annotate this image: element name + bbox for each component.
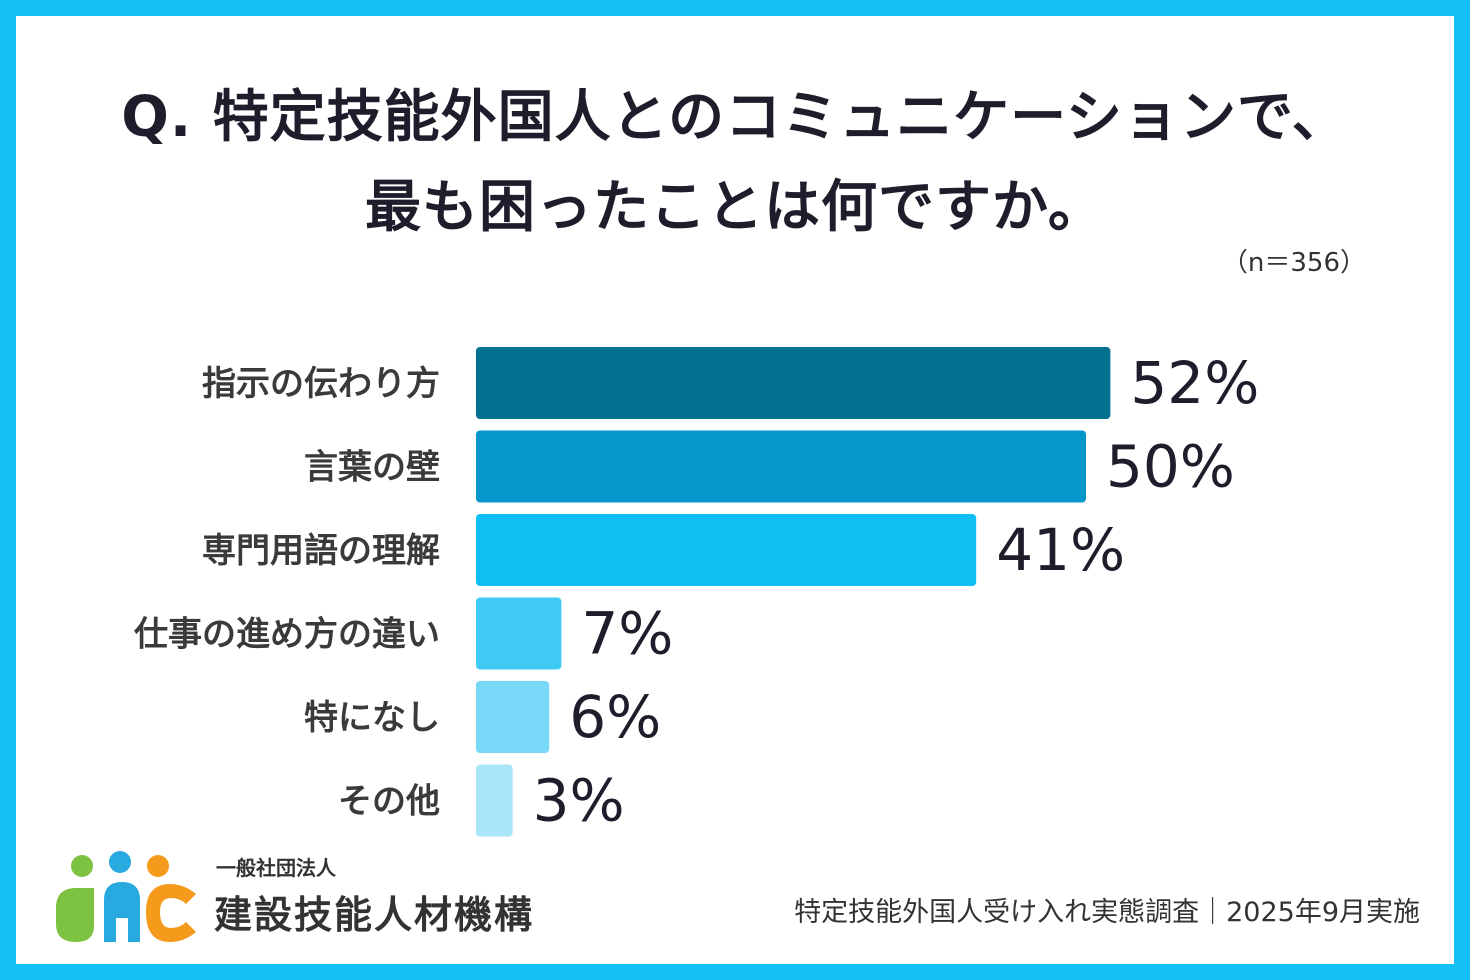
sample-size-note: （n＝356） — [1221, 248, 1366, 278]
value-label-3: 41% — [996, 516, 1125, 584]
value-label-4: 7% — [581, 600, 673, 668]
category-label-2: 言葉の壁 — [304, 448, 440, 488]
category-label-5: 特になし — [304, 698, 440, 738]
value-label-5: 6% — [569, 683, 661, 751]
organization-logo: 一般社団法人 建設技能人材機構 — [46, 848, 546, 948]
chart-title-line-1: Q. 特定技能外国人とのコミュニケーションで、 — [121, 85, 1349, 150]
bar-1 — [476, 347, 1111, 419]
category-label-3: 専門用語の理解 — [202, 531, 440, 571]
logo-org-name: 建設技能人材機構 — [214, 893, 535, 937]
chart-card: Q. 特定技能外国人とのコミュニケーションで、 最も困ったことは何ですか。 （n… — [16, 16, 1454, 964]
bar-2 — [476, 430, 1086, 503]
bar-6 — [476, 764, 513, 837]
bar-5 — [476, 681, 550, 753]
bar-3 — [476, 514, 977, 586]
value-label-2: 50% — [1106, 433, 1235, 501]
category-label-1: 指示の伝わり方 — [202, 364, 440, 404]
survey-source: 特定技能外国人受け入れ実態調査｜2025年9月実施 — [794, 897, 1420, 928]
bar-4 — [476, 597, 562, 670]
value-label-6: 3% — [533, 767, 625, 835]
category-label-4: 仕事の進め方の違い — [134, 615, 440, 655]
chart-title-line-2: 最も困ったことは何ですか。 — [365, 175, 1105, 240]
bar-chart: 指示の伝わり方 52% 言葉の壁 50% 専門用語の理解 41% 仕事の進め方の違い 7% 特に… — [134, 347, 1259, 837]
value-label-1: 52% — [1130, 349, 1259, 417]
logo-org-type: 一般社団法人 — [216, 856, 336, 880]
category-label-6: その他 — [338, 782, 440, 822]
jac-logo-icon — [56, 851, 196, 942]
